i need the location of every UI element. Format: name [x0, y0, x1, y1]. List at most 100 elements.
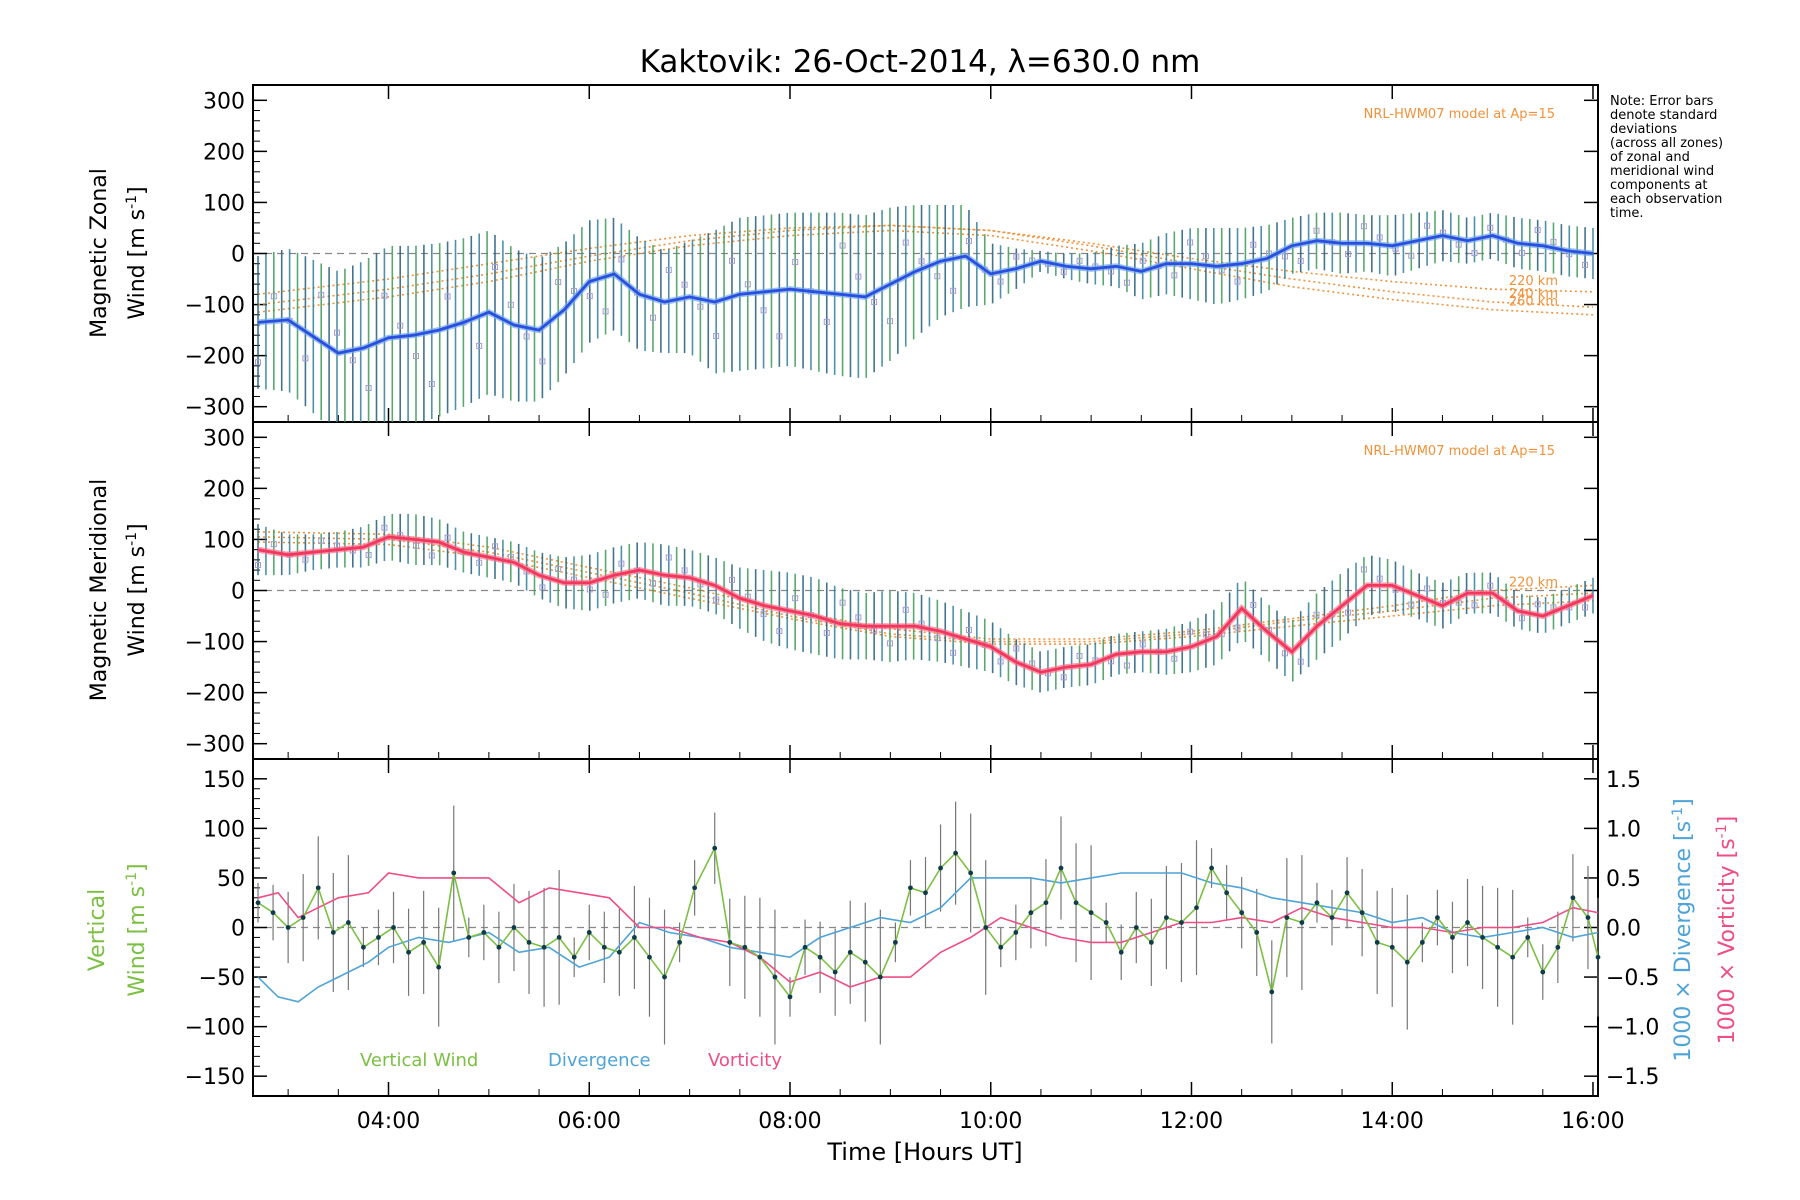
zonal-ytick-label: 300 [203, 89, 245, 114]
vertical-ytick-label: 100 [203, 817, 245, 842]
vertical-wind-point [968, 870, 974, 876]
zonal-zone-sample [1139, 257, 1146, 264]
vertical-wind-point [908, 885, 913, 891]
zonal-zone-sample [744, 281, 751, 288]
meridional-ytick-label: 200 [203, 477, 245, 502]
zonal-zone-sample [760, 307, 767, 314]
vertical-wind-point [712, 845, 718, 851]
vertical-wind-point [1179, 920, 1184, 925]
vertical-wind-point [541, 944, 547, 950]
chart-title: Kaktovik: 26-Oct-2014, λ=630.0 nm [640, 44, 1201, 80]
meridional-zone-sample [1313, 611, 1320, 618]
legend-vorticity: Vorticity [708, 1050, 782, 1071]
zonal-zone-sample [1171, 272, 1178, 279]
vertical-wind-point [466, 935, 472, 940]
vertical-wind-point [1013, 930, 1019, 935]
right-ytick-label: 0.5 [1606, 867, 1641, 892]
zonal-zone-sample [476, 342, 483, 349]
zonal-zone-sample [1376, 234, 1383, 241]
meridional-zone-sample [1013, 645, 1020, 652]
zonal-zone-sample [270, 293, 277, 300]
vertical-wind-point [1389, 944, 1395, 950]
meridional-zone-sample [713, 596, 720, 603]
zonal-zone-sample [1582, 261, 1589, 268]
meridional-zone-sample [302, 556, 309, 563]
meridional-zone-sample [270, 541, 277, 548]
vertical-wind-point [556, 935, 562, 940]
meridional-zone-sample [823, 629, 830, 636]
zonal-model-altitude-label: 260 km [1509, 295, 1558, 310]
meridional-zone-sample [1076, 652, 1083, 659]
zonal-zone-sample [1345, 251, 1352, 258]
vertical-wind-point [481, 930, 487, 935]
meridional-zone-sample [618, 560, 625, 567]
vertical-wind-point [998, 944, 1004, 950]
vertical-wind-point [451, 870, 457, 876]
vertical-wind-point [1194, 905, 1199, 911]
vertical-ytick-label: 50 [217, 867, 245, 892]
vertical-wind-point [345, 920, 351, 925]
zonal-zone-sample [823, 318, 830, 325]
vorticity-axis-label: 1000 × Vorticity [s-1] [1714, 816, 1740, 1044]
zonal-zone-sample [428, 380, 435, 387]
vertical-wind-point [616, 949, 622, 955]
right-ytick-label: −0.5 [1606, 966, 1659, 991]
meridional-zone-sample [1534, 601, 1541, 608]
xtick-label: 04:00 [357, 1109, 420, 1134]
vertical-wind-point [391, 925, 396, 930]
zonal-zone-sample [555, 279, 562, 286]
meridional-ytick-label: −200 [185, 682, 245, 707]
meridional-zone-sample [1123, 662, 1130, 669]
meridional-ytick-label: −300 [185, 733, 245, 758]
zonal-zone-sample [886, 318, 893, 325]
meridional-model-line [257, 541, 1594, 645]
vertical-wind-point [1344, 890, 1350, 896]
zonal-zone-sample [507, 301, 514, 308]
vertical-ytick-label: 150 [203, 768, 245, 793]
zonal-zone-sample [649, 314, 656, 321]
vertical-ylabel-line1: Vertical [85, 889, 110, 971]
meridional-zone-sample [1487, 582, 1494, 589]
right-ytick-label: 1.0 [1606, 817, 1641, 842]
zonal-zone-sample [1471, 250, 1478, 257]
zonal-zone-sample [839, 242, 846, 249]
xtick-label: 12:00 [1160, 1109, 1223, 1134]
zonal-ytick-label: 0 [231, 243, 245, 268]
meridional-zone-sample [1408, 601, 1415, 608]
meridional-zone-sample [792, 595, 799, 602]
zonal-zone-sample [602, 308, 609, 315]
zonal-zone-sample [413, 353, 420, 360]
right-ytick-label: −1.5 [1606, 1065, 1659, 1090]
zonal-zone-sample [1360, 223, 1367, 230]
vertical-wind-point [361, 944, 366, 950]
vertical-wind-point [586, 930, 592, 935]
zonal-ytick-label: 200 [203, 140, 245, 165]
meridional-zone-sample [444, 534, 451, 541]
vertical-wind-point [1314, 900, 1320, 906]
vertical-wind-point [496, 944, 502, 950]
zonal-ytick-label: −100 [185, 294, 245, 319]
zonal-zone-sample [1518, 249, 1525, 256]
meridional-zone-sample [476, 559, 483, 566]
note-line: time. [1610, 206, 1644, 221]
vertical-wind-point [1299, 920, 1305, 925]
zonal-zone-sample [618, 256, 625, 263]
vertical-wind-point [953, 850, 959, 856]
vertical-ytick-label: −100 [185, 1016, 245, 1041]
vertical-ytick-label: −150 [185, 1065, 245, 1090]
zonal-zone-sample [1550, 238, 1557, 245]
zonal-zone-sample [381, 292, 388, 299]
zonal-zone-sample [523, 333, 530, 340]
meridional-zone-sample [776, 628, 783, 635]
meridional-ytick-label: 100 [203, 528, 245, 553]
meridional-zone-sample [586, 586, 593, 593]
note-line: components at [1610, 178, 1708, 193]
note-line: Note: Error bars [1610, 94, 1714, 109]
zonal-zone-sample [997, 278, 1004, 285]
meridional-zone-sample [902, 606, 909, 613]
meridional-zone-sample [1360, 566, 1367, 573]
meridional-zone-sample [1187, 628, 1194, 635]
meridional-zone-sample [1297, 658, 1304, 665]
zonal-zone-sample [1487, 224, 1494, 231]
